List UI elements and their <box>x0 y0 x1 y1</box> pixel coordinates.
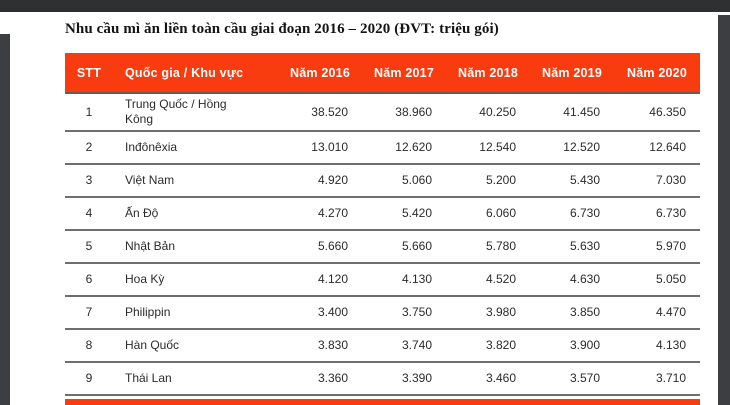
value-cell: 3.390 <box>401 371 432 385</box>
row-index-cell: 5 <box>85 239 93 253</box>
value-cell: 46.350 <box>649 104 686 119</box>
value-cell: 3.980 <box>485 305 516 319</box>
value-cell: 12.540 <box>479 140 516 154</box>
value-cell: 3.360 <box>317 371 348 385</box>
value-cell: 4.920 <box>317 173 348 187</box>
value-cell: 5.060 <box>401 173 432 187</box>
row-index-cell: 9 <box>85 371 93 385</box>
value-cell: 7.030 <box>655 173 686 187</box>
value-cell: 12.640 <box>649 140 686 154</box>
value-cell: 3.570 <box>569 371 600 385</box>
value-cell: 4.120 <box>317 272 348 286</box>
column-header-2: Năm 2016 <box>278 53 362 94</box>
value-cell: 4.130 <box>655 338 686 352</box>
row-index-cell: 4 <box>85 206 93 220</box>
value-cell: 38.960 <box>395 104 432 119</box>
next-table-header-partial <box>65 399 700 405</box>
table-header-row: STT Quốc gia / Khu vực Năm 2016 Năm 2017 Năm… <box>65 53 700 94</box>
table-row: 2 Inđônêxia 13.010 12.620 12.540 12.520 12.640 <box>65 131 700 164</box>
value-cell: 5.660 <box>317 239 348 253</box>
table-row: 4 Ấn Độ 4.270 5.420 6.060 6.730 6.730 <box>65 197 700 230</box>
value-cell: 3.850 <box>569 305 600 319</box>
table-row: 1 Trung Quốc / Hồng Kông 38.520 38.960 40.25… <box>65 93 700 131</box>
table-row: 3 Việt Nam 4.920 5.060 5.200 5.430 7.030 <box>65 164 700 197</box>
value-cell: 4.630 <box>569 272 600 286</box>
value-cell: 3.750 <box>401 305 432 319</box>
page-top-left-edge <box>0 12 10 34</box>
region-cell: Philippin <box>125 305 171 319</box>
value-cell: 41.450 <box>563 104 600 119</box>
value-cell: 4.470 <box>655 305 686 319</box>
table-row: 9 Thái Lan 3.360 3.390 3.460 3.570 3.710 <box>65 362 700 395</box>
viewer-top-bar <box>0 0 730 12</box>
value-cell: 3.400 <box>317 305 348 319</box>
column-header-6: Năm 2020 <box>614 53 700 94</box>
row-index-cell: 7 <box>85 305 93 319</box>
value-cell: 5.050 <box>655 272 686 286</box>
value-cell: 5.420 <box>401 206 432 220</box>
row-index-cell: 1 <box>85 104 93 119</box>
region-cell: Ấn Độ <box>125 206 159 220</box>
table-row: 8 Hàn Quốc 3.830 3.740 3.820 3.900 4.130 <box>65 329 700 362</box>
value-cell: 40.250 <box>479 104 516 119</box>
region-cell: Inđônêxia <box>125 140 178 154</box>
noodle-demand-table: STT Quốc gia / Khu vực Năm 2016 Năm 2017 Năm… <box>65 53 700 396</box>
value-cell: 5.630 <box>569 239 600 253</box>
value-cell: 6.730 <box>569 206 600 220</box>
value-cell: 3.710 <box>655 371 686 385</box>
column-header-4: Năm 2018 <box>446 53 530 94</box>
region-cell: Thái Lan <box>125 371 172 385</box>
region-cell: Trung Quốc / Hồng Kông <box>125 97 227 126</box>
table-row: 5 Nhật Bản 5.660 5.660 5.780 5.630 5.970 <box>65 230 700 263</box>
value-cell: 5.660 <box>401 239 432 253</box>
region-cell: Nhật Bản <box>125 239 176 253</box>
column-header-0: STT <box>65 53 113 94</box>
document-page: Nhu cầu mì ăn liền toàn cầu giai đoạn 20… <box>10 12 718 405</box>
row-index-cell: 8 <box>85 338 93 352</box>
table-row: 6 Hoa Kỳ 4.120 4.130 4.520 4.630 5.050 <box>65 263 700 296</box>
page-top-right-edge <box>718 12 730 15</box>
value-cell: 5.430 <box>569 173 600 187</box>
table-row: 7 Philippin 3.400 3.750 3.980 3.850 4.470 <box>65 296 700 329</box>
value-cell: 4.130 <box>401 272 432 286</box>
region-cell: Hoa Kỳ <box>125 272 165 286</box>
value-cell: 3.830 <box>317 338 348 352</box>
column-header-3: Năm 2017 <box>362 53 446 94</box>
value-cell: 4.520 <box>485 272 516 286</box>
column-header-5: Năm 2019 <box>530 53 614 94</box>
value-cell: 3.740 <box>401 338 432 352</box>
row-index-cell: 3 <box>85 173 93 187</box>
value-cell: 5.200 <box>485 173 516 187</box>
region-cell: Hàn Quốc <box>125 338 180 352</box>
column-header-1: Quốc gia / Khu vực <box>113 53 278 94</box>
value-cell: 3.900 <box>569 338 600 352</box>
table-title: Nhu cầu mì ăn liền toàn cầu giai đoạn 20… <box>65 21 499 37</box>
value-cell: 6.060 <box>485 206 516 220</box>
value-cell: 6.730 <box>655 206 686 220</box>
value-cell: 5.780 <box>485 239 516 253</box>
value-cell: 38.520 <box>311 104 348 119</box>
value-cell: 3.820 <box>485 338 516 352</box>
row-index-cell: 2 <box>85 140 93 154</box>
value-cell: 12.620 <box>395 140 432 154</box>
region-cell: Việt Nam <box>125 173 175 187</box>
value-cell: 4.270 <box>317 206 348 220</box>
value-cell: 3.460 <box>485 371 516 385</box>
row-index-cell: 6 <box>85 272 93 286</box>
value-cell: 12.520 <box>563 140 600 154</box>
value-cell: 13.010 <box>311 140 348 154</box>
value-cell: 5.970 <box>655 239 686 253</box>
table-body: 1 Trung Quốc / Hồng Kông 38.520 38.960 40.25… <box>65 93 700 395</box>
